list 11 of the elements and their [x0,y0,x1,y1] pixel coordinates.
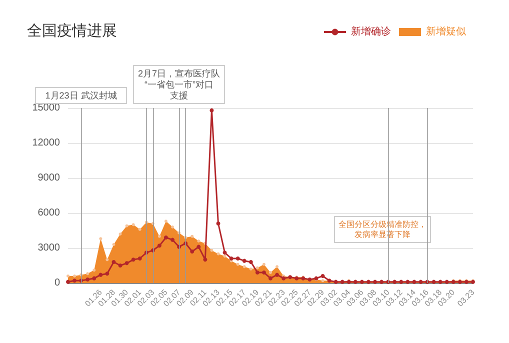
legend-label: 新增疑似 [426,26,466,38]
y-tick-label: 9000 [38,172,60,184]
ref-line-label: 2月7日，宣布医疗队“一省包一市”对口支援 [138,68,220,100]
y-tick-label: 3000 [38,242,60,254]
y-tick-label: 0 [54,278,60,288]
y-tick-label: 12000 [32,138,60,148]
ref-line-label: 1月23日 武汉封城 [45,90,117,100]
annotation: 全国分区分级精准防控，发病率显著下降 [338,220,426,239]
y-tick-label: 6000 [38,208,60,218]
chart-title: 全国疫情进展 [27,22,117,40]
legend-label: 新增确诊 [351,26,391,38]
